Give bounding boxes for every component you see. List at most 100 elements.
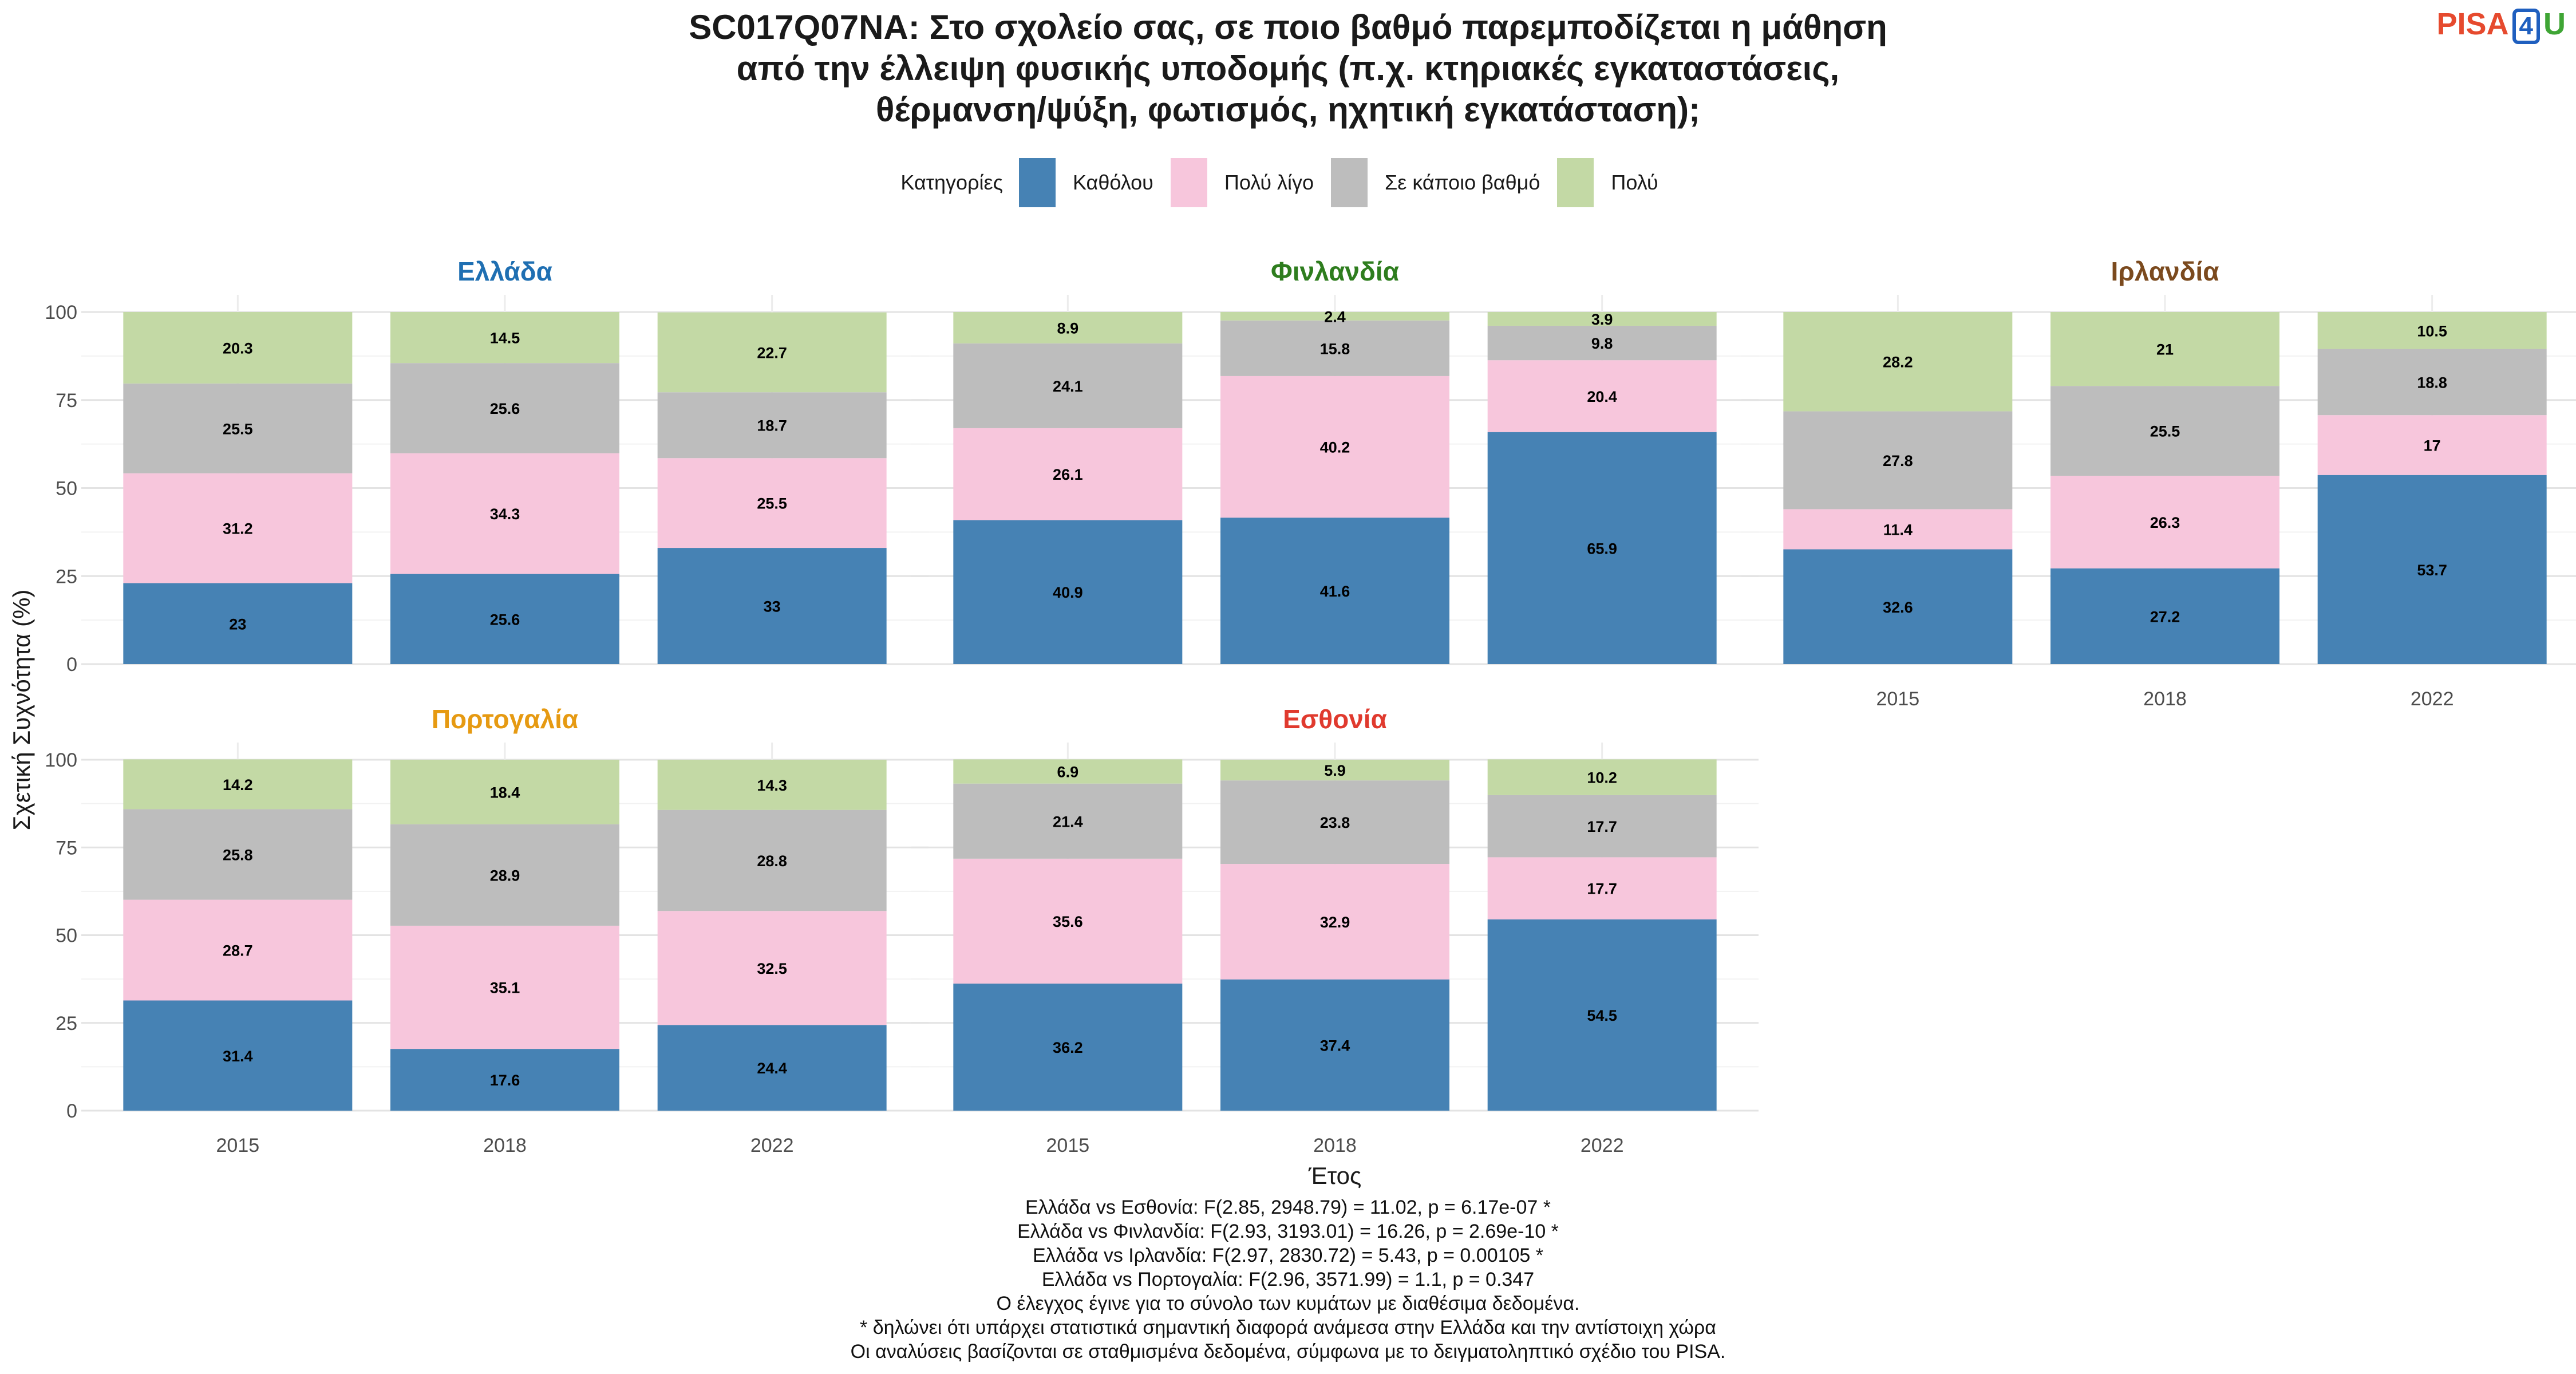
bar-segment (390, 312, 619, 364)
data-label: 22.7 (757, 344, 787, 361)
data-label: 18.8 (2417, 374, 2447, 391)
bar-segment (953, 428, 1183, 520)
bar-segment (1487, 325, 1717, 361)
data-label: 32.9 (1320, 914, 1350, 931)
data-label: 18.4 (490, 784, 520, 801)
legend-item: Καθόλου (1018, 158, 1153, 207)
data-label: 14.2 (223, 776, 253, 793)
data-label: 36.2 (1053, 1039, 1083, 1056)
data-label: 33 (764, 598, 781, 615)
x-tick-label: 2015 (1046, 1135, 1090, 1156)
bar-segment (1783, 312, 2013, 412)
bar-segment (123, 312, 353, 384)
footer-line: Ελλάδα vs Εσθονία: F(2.85, 2948.79) = 11… (1025, 1197, 1551, 1218)
data-label: 40.9 (1053, 584, 1083, 601)
data-label: 53.7 (2417, 562, 2447, 579)
bar-segment (1220, 979, 1449, 1111)
legend-label: Σε κάποιο βαθμό (1385, 171, 1540, 194)
data-label: 9.8 (1591, 335, 1613, 352)
bar-segment (657, 911, 887, 1025)
legend-swatch (1018, 158, 1056, 207)
x-tick-label: 2018 (1313, 1135, 1357, 1156)
bar-segment (657, 458, 887, 548)
data-label: 25.5 (223, 420, 253, 437)
data-label: 35.1 (490, 980, 520, 997)
title-line: από την έλλειψη φυσικής υποδομής (π.χ. κ… (736, 49, 1840, 88)
data-label: 3.9 (1591, 311, 1613, 328)
chart-title: SC017Q07NA: Στο σχολείο σας, σε ποιο βαθ… (0, 7, 2576, 131)
footer-line: Ο έλεγχος έγινε για το σύνολο των κυμάτω… (996, 1293, 1580, 1314)
footer-line: Οι αναλύσεις βασίζονται σε σταθμισμένα δ… (850, 1341, 1726, 1363)
bar-segment (657, 548, 887, 664)
bar-segment (123, 809, 353, 900)
bar-segment (1487, 312, 1717, 326)
data-label: 27.8 (1883, 452, 1913, 469)
bar-segment (123, 383, 353, 473)
y-tick-label: 25 (56, 566, 77, 587)
data-label: 31.2 (223, 520, 253, 538)
data-label: 65.9 (1587, 540, 1617, 557)
footer-line: Ελλάδα vs Πορτογαλία: F(2.96, 3571.99) =… (1041, 1269, 1535, 1290)
x-tick-label: 2022 (1581, 1135, 1624, 1156)
bar-segment (1783, 549, 2013, 664)
bar-segment (390, 574, 619, 664)
x-tick-label: 2022 (2411, 688, 2454, 710)
data-label: 34.3 (490, 506, 520, 523)
chart-footer-notes: Ελλάδα vs Εσθονία: F(2.85, 2948.79) = 11… (0, 1195, 2576, 1364)
data-label: 24.1 (1053, 378, 1083, 395)
bar-segment (390, 363, 619, 453)
bar-segment (123, 583, 353, 664)
bar-segment (123, 899, 353, 1001)
panel-title: Ελλάδα (457, 256, 552, 286)
data-label: 25.5 (2150, 423, 2180, 440)
y-tick-label: 100 (45, 302, 77, 323)
bar-segment (1220, 376, 1449, 518)
bar-segment (953, 984, 1183, 1111)
data-label: 17.6 (490, 1072, 520, 1089)
panel-title: Πορτογαλία (432, 704, 578, 734)
bar-segment (1487, 432, 1717, 664)
bar-segment (2050, 312, 2279, 386)
logo-text: PISA (2436, 7, 2509, 41)
logo-number: 4 (2512, 9, 2540, 44)
data-label: 17.7 (1587, 818, 1617, 835)
legend-item: Σε κάποιο βαθμό (1331, 158, 1540, 207)
bar-segment (1220, 320, 1449, 376)
x-tick-label: 2018 (2143, 688, 2187, 710)
footer-line: Ελλάδα vs Ιρλανδία: F(2.97, 2830.72) = 5… (1032, 1245, 1544, 1266)
bar-segment (390, 824, 619, 926)
data-label: 14.5 (490, 330, 520, 347)
data-label: 8.9 (1057, 319, 1079, 337)
legend-item: Πολύ (1557, 158, 1658, 207)
bar-segment (1783, 509, 2013, 550)
data-label: 35.6 (1053, 913, 1083, 930)
data-label: 23.8 (1320, 814, 1350, 831)
y-tick-label: 0 (66, 1100, 77, 1122)
y-tick-label: 0 (66, 654, 77, 676)
data-label: 18.7 (757, 417, 787, 435)
bar-segment (657, 392, 887, 459)
data-label: 26.3 (2150, 514, 2180, 531)
data-label: 5.9 (1324, 762, 1346, 779)
data-label: 23 (229, 615, 246, 633)
data-label: 24.4 (757, 1060, 787, 1077)
data-label: 25.8 (223, 847, 253, 864)
legend-label: Πολύ (1611, 171, 1658, 194)
bar-segment (123, 759, 353, 810)
bar-segment (2317, 415, 2547, 475)
bar-segment (953, 520, 1183, 664)
data-label: 6.9 (1057, 764, 1079, 781)
legend-swatch (1170, 158, 1207, 207)
data-label: 2.4 (1324, 308, 1346, 325)
bar-segment (123, 1000, 353, 1111)
panel-title: Εσθονία (1283, 704, 1387, 734)
data-label: 37.4 (1320, 1037, 1350, 1054)
data-label: 17.7 (1587, 881, 1617, 898)
legend-title: Κατηγορίες (900, 171, 1003, 194)
bar-segment (657, 1025, 887, 1111)
legend-item: Πολύ λίγο (1170, 158, 1314, 207)
bar-segment (1220, 864, 1449, 980)
x-tick-label: 2015 (1876, 688, 1920, 710)
bar-segment (953, 343, 1183, 428)
